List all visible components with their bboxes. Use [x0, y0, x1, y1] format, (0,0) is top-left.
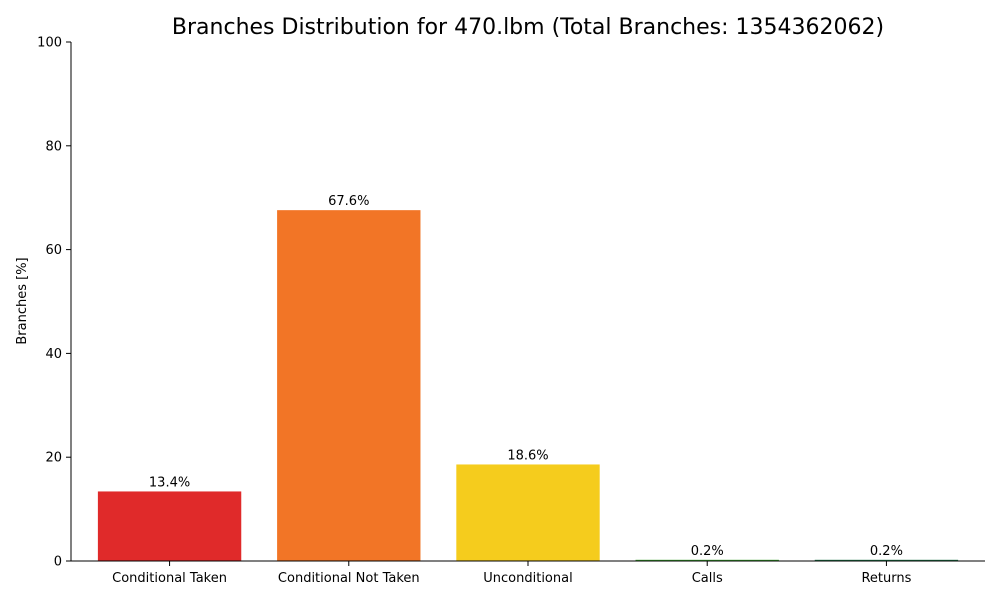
x-tick-label: Unconditional: [483, 571, 572, 586]
y-tick-label: 40: [45, 347, 62, 362]
bar: [456, 464, 600, 561]
bar-value-label: 0.2%: [870, 544, 903, 559]
x-tick-label: Calls: [692, 571, 723, 586]
bars-group: [97, 210, 959, 561]
bar-value-label: 18.6%: [507, 448, 548, 463]
x-tick-label: Returns: [861, 571, 911, 586]
bar: [814, 559, 959, 561]
x-axis-ticks: Conditional Taken Conditional Not Taken Un…: [112, 561, 912, 586]
y-tick-label: 80: [45, 139, 62, 154]
bar: [635, 559, 779, 561]
bar-value-label: 0.2%: [691, 544, 724, 559]
bar-value-label: 13.4%: [149, 475, 190, 490]
value-labels-group: 13.4% 67.6% 18.6% 0.2% 0.2%: [149, 194, 903, 559]
x-tick-label: Conditional Not Taken: [278, 571, 420, 586]
y-axis-label: Branches [%]: [15, 257, 30, 344]
bar: [277, 210, 421, 561]
chart-title: Branches Distribution for 470.lbm (Total…: [172, 15, 884, 40]
y-tick-label: 0: [54, 555, 62, 570]
y-tick-label: 20: [45, 451, 62, 466]
bar-value-label: 67.6%: [328, 194, 369, 209]
y-tick-label: 100: [37, 36, 62, 51]
y-tick-label: 60: [45, 243, 62, 258]
y-axis-ticks: 0 20 40 60 80 100: [37, 36, 71, 570]
bar: [97, 491, 242, 561]
x-tick-label: Conditional Taken: [112, 571, 227, 586]
